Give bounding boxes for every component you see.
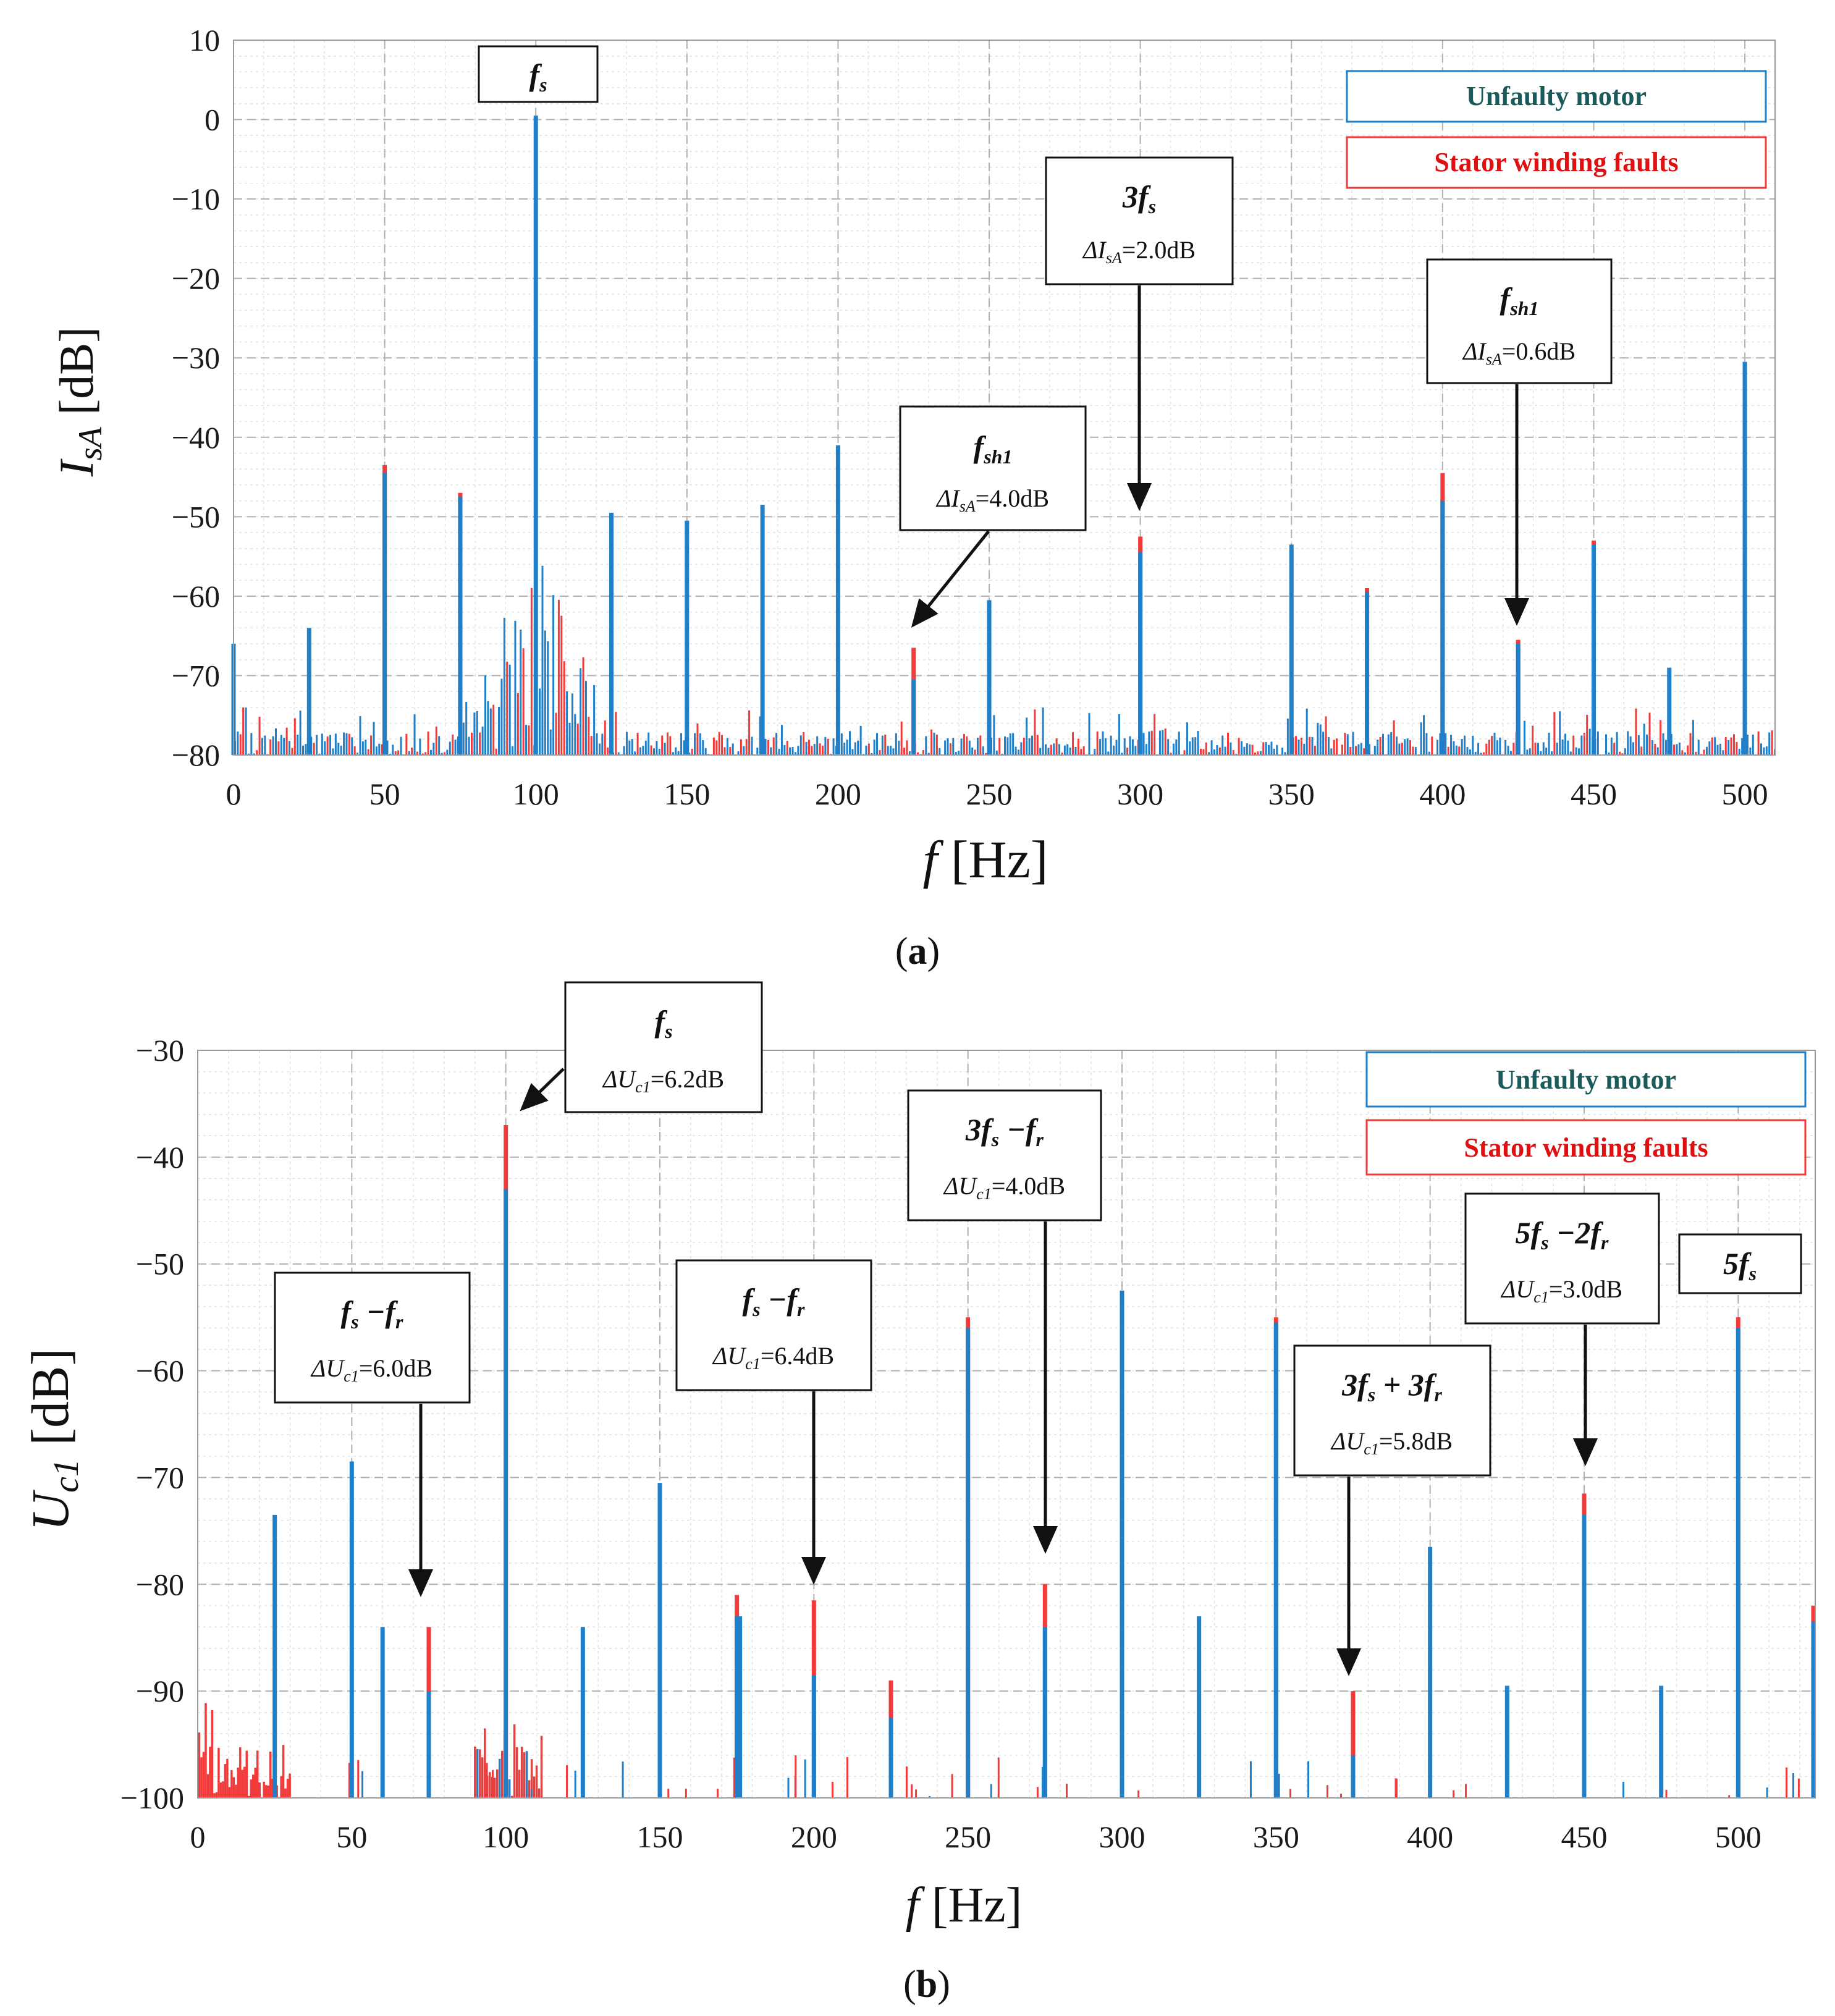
svg-text:fsh1: fsh1: [1500, 281, 1539, 319]
x-tick-labels-b: 0 50 100 150 200 250 300 350 400 450 500: [190, 1820, 1761, 1854]
panel-a: 100−10−20−30−40−50−60−70−80 0 50 100 150 200…: [49, 23, 1776, 972]
y-tick-label: −40: [172, 420, 220, 455]
x-tick-label: 350: [1253, 1820, 1299, 1854]
x-tick-label: 300: [1099, 1820, 1145, 1854]
y-tick-labels-a: 10 0 −10 −20 −30 −40 −50 −60 −70 −80: [172, 23, 220, 772]
svg-text:ΔUc1=5.8dB: ΔUc1=5.8dB: [1330, 1427, 1453, 1458]
annotation-fsh1-left-a: fsh1 ΔIsA=4.0dB: [899, 405, 1087, 628]
svg-text:ΔUc1=6.2dB: ΔUc1=6.2dB: [602, 1065, 724, 1096]
x-tick-label: 450: [1561, 1820, 1608, 1854]
annotation-fs-b: fs ΔUc1=6.2dB: [520, 981, 763, 1113]
x-tick-label: 250: [945, 1820, 991, 1854]
annotation-fs-fr-left-b: fs −fr ΔUc1=6.0dB: [274, 1272, 471, 1597]
annotation-fs-fr-right-b: fs −fr ΔUc1=6.4dB: [675, 1259, 872, 1585]
y-tick-label: −80: [136, 1567, 184, 1601]
x-axis-label-b: f [Hz]: [906, 1878, 1023, 1933]
y-tick-label: −50: [172, 499, 220, 534]
y-tick-label: −20: [172, 261, 220, 296]
caption-a: (a): [895, 930, 940, 972]
y-tick-label: 0: [205, 103, 220, 137]
y-tick-label: −70: [136, 1460, 184, 1495]
svg-text:3fs −fr: 3fs −fr: [965, 1112, 1044, 1150]
legend-faulty-box-b: [1365, 1119, 1807, 1176]
arrow-fs-b: [520, 1068, 565, 1111]
y-tick-label: 10: [189, 23, 220, 57]
y-tick-labels-b: −30 −40 −50 −60 −70 −80 −90 −100: [120, 1033, 184, 1815]
x-tick-label: 50: [369, 777, 400, 811]
x-tick-label: 200: [791, 1820, 837, 1854]
x-tick-label: 250: [966, 777, 1013, 811]
legend-b: Unfaulty motor Stator winding faults: [1365, 1051, 1807, 1176]
legend-unfaulty-label-a: Unfaulty motor: [1466, 81, 1647, 111]
x-tick-label: 100: [513, 777, 559, 811]
svg-text:ΔUc1=6.0dB: ΔUc1=6.0dB: [310, 1354, 432, 1385]
x-tick-label: 150: [637, 1820, 683, 1854]
y-tick-label: −30: [136, 1033, 184, 1068]
svg-text:ΔIsA=0.6dB: ΔIsA=0.6dB: [1462, 337, 1576, 368]
svg-text:fs: fs: [529, 57, 547, 96]
x-tick-label: 0: [226, 777, 242, 811]
annotation-fs-a: fs: [478, 45, 599, 103]
x-tick-label: 150: [664, 777, 710, 811]
svg-text:ΔUc1=6.4dB: ΔUc1=6.4dB: [712, 1342, 834, 1373]
y-tick-label: −30: [172, 340, 220, 375]
y-tick-label: −60: [172, 579, 220, 614]
legend-a: Unfaulty motor Stator winding faults: [1346, 70, 1767, 189]
legend-unfaulty-box-a: [1346, 70, 1767, 123]
legend-faulty-box-a: [1346, 136, 1767, 189]
y-tick-label: −80: [172, 738, 220, 772]
svg-text:5fs −2fr: 5fs −2fr: [1515, 1215, 1609, 1254]
x-tick-label: 400: [1419, 777, 1466, 811]
legend-unfaulty-box-b: [1365, 1051, 1807, 1108]
svg-text:ΔUc1=3.0dB: ΔUc1=3.0dB: [1500, 1275, 1622, 1306]
legend-unfaulty-label-b: Unfaulty motor: [1496, 1065, 1676, 1095]
svg-text:ΔIsA=2.0dB: ΔIsA=2.0dB: [1082, 236, 1196, 267]
y-tick-label: −100: [120, 1781, 184, 1815]
svg-text:3fs: 3fs: [1122, 179, 1156, 217]
y-tick-label: −40: [136, 1140, 184, 1175]
annotation-fsh1-right-a: fsh1 ΔIsA=0.6dB: [1426, 258, 1613, 626]
y-axis-label-a: IsA [dB]: [49, 327, 109, 477]
svg-text:fs −fr: fs −fr: [340, 1294, 403, 1333]
y-tick-label: −70: [172, 658, 220, 693]
annotation-5fs-b: 5fs: [1678, 1233, 1802, 1294]
y-tick-label: −90: [136, 1674, 184, 1708]
x-tick-label: 500: [1715, 1820, 1761, 1854]
x-tick-label: 0: [190, 1820, 206, 1854]
y-axis-label-b: Uc1 [dB]: [20, 1348, 86, 1531]
svg-text:3fs + 3fr: 3fs + 3fr: [1341, 1367, 1442, 1406]
svg-text:fsh1: fsh1: [974, 429, 1013, 468]
bars-b: [198, 1125, 1816, 1798]
x-tick-label: 50: [336, 1820, 367, 1854]
legend-faulty-label-a: Stator winding faults: [1434, 147, 1678, 177]
x-tick-label: 300: [1117, 777, 1163, 811]
y-tick-label: −60: [136, 1354, 184, 1388]
svg-text:ΔUc1=4.0dB: ΔUc1=4.0dB: [943, 1172, 1065, 1203]
svg-text:5fs: 5fs: [1723, 1246, 1757, 1284]
x-tick-label: 100: [483, 1820, 529, 1854]
caption-b: (b): [903, 1963, 950, 2005]
arrow-fsh1-left-a: [911, 530, 990, 628]
x-tick-label: 200: [815, 777, 861, 811]
x-tick-label: 350: [1268, 777, 1315, 811]
svg-text:ΔIsA=4.0dB: ΔIsA=4.0dB: [935, 484, 1049, 515]
panel-b: −30 −40 −50 −60 −70 −80 −90 −100 0 50 100 150 200 25…: [20, 981, 1816, 2005]
annotation-3fs-a: 3fs ΔIsA=2.0dB: [1045, 156, 1234, 511]
legend-faulty-label-b: Stator winding faults: [1464, 1132, 1708, 1163]
x-tick-label: 400: [1407, 1820, 1453, 1854]
y-tick-label: −50: [136, 1247, 184, 1281]
annotation-3fs-3fr-b: 3fs + 3fr ΔUc1=5.8dB: [1293, 1344, 1491, 1676]
x-axis-label-a: f [Hz]: [923, 830, 1048, 889]
y-tick-label: −10: [172, 182, 220, 216]
x-tick-label: 500: [1722, 777, 1768, 811]
annotation-3fs-fr-b: 3fs −fr ΔUc1=4.0dB: [907, 1089, 1102, 1554]
svg-text:fs: fs: [654, 1004, 672, 1042]
svg-text:fs −fr: fs −fr: [742, 1282, 805, 1320]
x-tick-label: 450: [1571, 777, 1617, 811]
x-tick-labels-a: 0 50 100 150 200 250 300 350 400 450 500: [226, 777, 1768, 811]
annotation-5fs-2fr-b: 5fs −2fr ΔUc1=3.0dB: [1464, 1192, 1660, 1466]
